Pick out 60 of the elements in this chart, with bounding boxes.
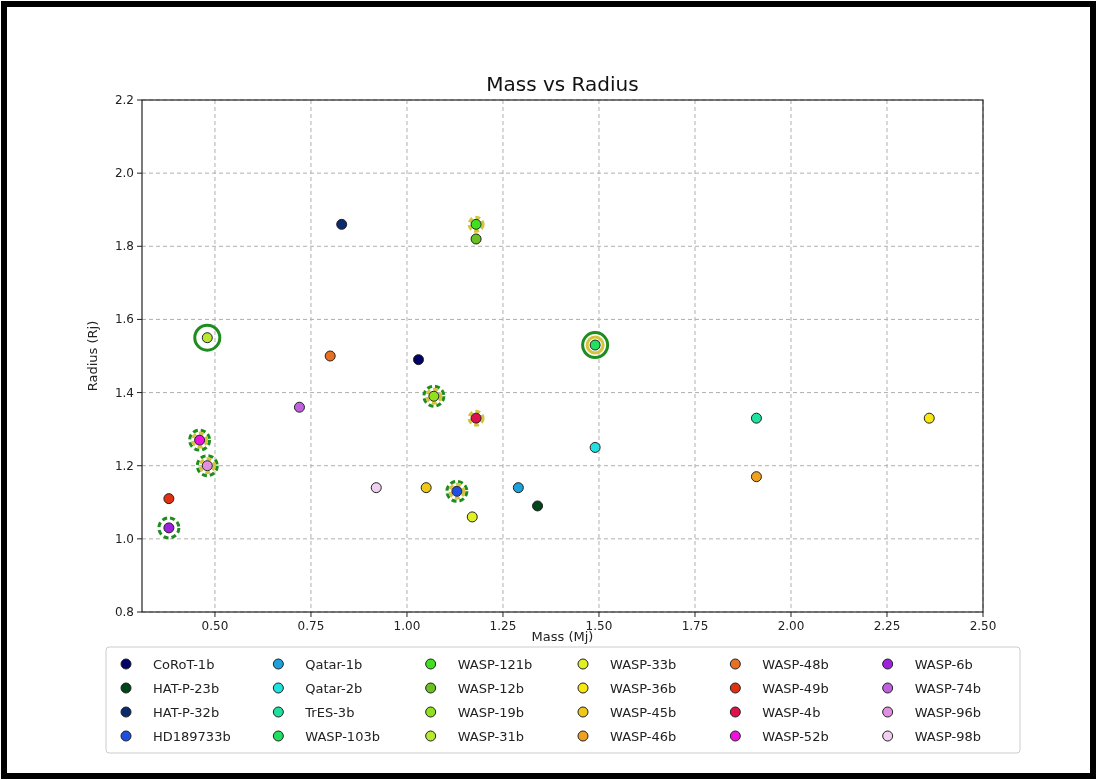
legend-label: WASP-31b bbox=[457, 729, 524, 744]
legend-label: WASP-6b bbox=[914, 657, 973, 672]
point bbox=[512, 482, 524, 494]
legend-label: WASP-48b bbox=[762, 657, 829, 672]
point bbox=[589, 441, 601, 453]
point bbox=[370, 482, 382, 494]
legend-label: HAT-P-32b bbox=[153, 705, 220, 720]
legend-label: WASP-96b bbox=[914, 705, 981, 720]
legend-label: WASP-46b bbox=[610, 729, 677, 744]
legend-label: WASP-52b bbox=[762, 729, 829, 744]
point bbox=[193, 323, 222, 352]
x-tick-label: 1.00 bbox=[393, 619, 421, 633]
y-tick-label: 2.2 bbox=[114, 93, 134, 107]
x-tick-label: 2.50 bbox=[969, 619, 997, 633]
point bbox=[163, 493, 175, 505]
legend-label: TrES-3b bbox=[304, 705, 355, 720]
y-tick-label: 1.0 bbox=[114, 531, 134, 546]
legend-label: WASP-19b bbox=[457, 705, 524, 720]
x-tick-label: 0.75 bbox=[297, 619, 325, 633]
legend-label: WASP-74b bbox=[914, 681, 981, 696]
x-tick-label: 2.25 bbox=[873, 619, 901, 633]
point bbox=[470, 233, 482, 245]
legend-label: WASP-12b bbox=[457, 681, 524, 696]
legend-label: WASP-49b bbox=[762, 681, 829, 696]
legend-label: WASP-45b bbox=[610, 705, 677, 720]
y-tick-label: 0.8 bbox=[114, 605, 134, 619]
legend-label: CoRoT-1b bbox=[153, 657, 215, 672]
y-tick-label: 1.6 bbox=[114, 312, 134, 327]
y-axis-title: Radius (Rj) bbox=[85, 320, 100, 392]
legend-label: WASP-36b bbox=[610, 681, 677, 696]
y-tick-label: 1.4 bbox=[114, 385, 134, 400]
point bbox=[293, 401, 305, 413]
point bbox=[412, 354, 424, 366]
legend-label: HD189733b bbox=[153, 729, 231, 744]
legend-label: Qatar-2b bbox=[305, 681, 363, 696]
point bbox=[157, 516, 181, 540]
point bbox=[336, 218, 348, 230]
point bbox=[750, 412, 762, 424]
point bbox=[750, 471, 762, 483]
x-tick-label: 0.50 bbox=[201, 619, 229, 633]
point bbox=[466, 511, 478, 523]
legend-label: WASP-121b bbox=[457, 657, 533, 672]
point bbox=[420, 482, 432, 494]
legend-label: HAT-P-23b bbox=[153, 681, 220, 696]
legend-label: WASP-98b bbox=[914, 729, 981, 744]
x-tick-label: 2.00 bbox=[777, 619, 805, 633]
x-tick-label: 1.25 bbox=[489, 619, 517, 633]
point bbox=[324, 350, 336, 362]
point bbox=[581, 331, 610, 360]
point bbox=[532, 500, 544, 512]
legend-label: Qatar-1b bbox=[305, 657, 363, 672]
y-tick-label: 2.0 bbox=[114, 166, 134, 181]
y-tick-label: 1.8 bbox=[114, 239, 134, 254]
y-tick-label: 1.2 bbox=[114, 458, 134, 473]
legend-label: WASP-4b bbox=[762, 705, 821, 720]
x-tick-label: 1.75 bbox=[681, 619, 709, 633]
legend-label: WASP-33b bbox=[610, 657, 677, 672]
legend-label: WASP-103b bbox=[305, 729, 380, 744]
point bbox=[923, 412, 935, 424]
chart-title: Mass vs Radius bbox=[486, 72, 639, 96]
